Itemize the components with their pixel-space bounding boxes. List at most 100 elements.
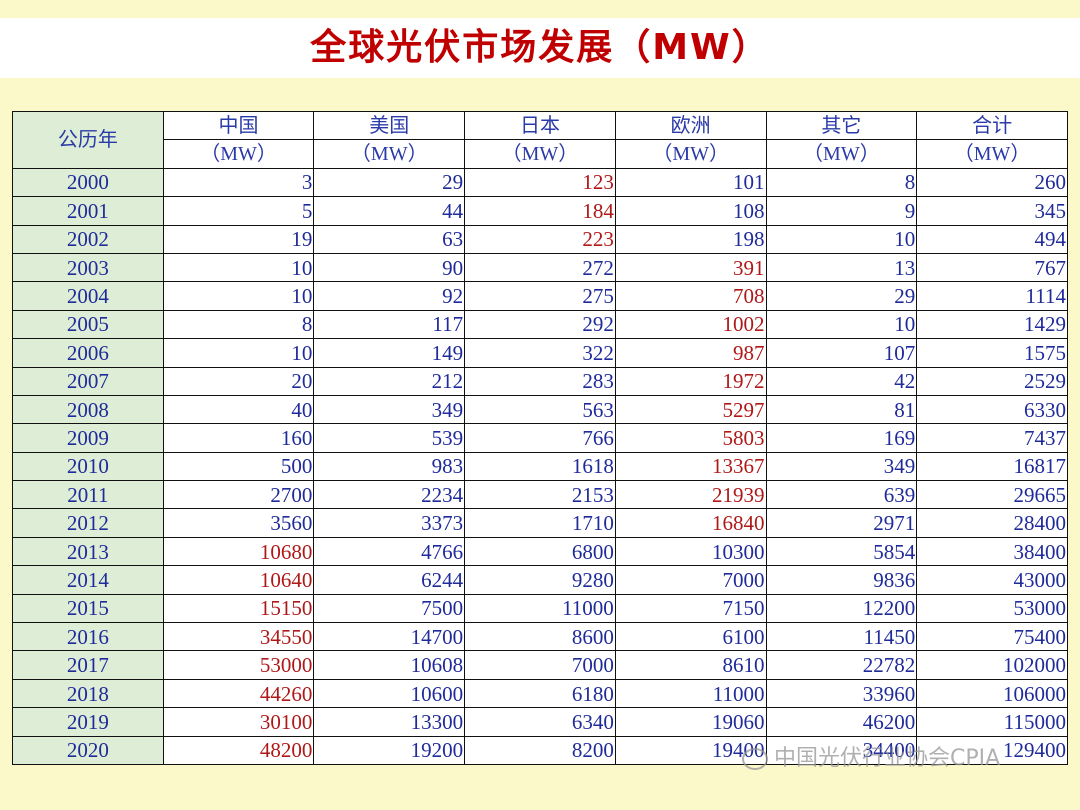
value-cell: 10608	[313, 650, 466, 680]
value-cell: 38400	[916, 536, 1068, 567]
value-cell: 1972	[614, 366, 767, 396]
value-cell: 90	[313, 252, 466, 283]
data-row: 2001 5 44 184 108 9 345	[12, 196, 1068, 226]
data-row: 2017 53000 10608 7000 8610 22782 102000	[12, 650, 1068, 680]
year-cell: 2014	[12, 565, 164, 595]
value-cell: 13367	[614, 451, 767, 482]
value-cell: 5854	[765, 536, 918, 567]
value-cell: 212	[313, 366, 466, 396]
data-row: 2004 10 92 275 708 29 1114	[12, 281, 1068, 311]
value-cell: 500	[162, 451, 315, 482]
value-cell: 12200	[765, 593, 918, 624]
value-cell: 34550	[162, 622, 315, 652]
year-cell: 2005	[12, 309, 164, 340]
value-cell: 123	[464, 167, 616, 198]
value-cell: 2529	[916, 366, 1068, 396]
value-cell: 42	[765, 366, 918, 396]
data-row: 2011 2700 2234 2153 21939 639 29665	[12, 480, 1068, 510]
value-cell: 5	[162, 196, 315, 226]
value-cell: 223	[464, 224, 616, 254]
value-cell: 16817	[916, 451, 1068, 482]
value-cell: 29665	[916, 480, 1068, 510]
value-cell: 20	[162, 366, 315, 396]
value-cell: 1002	[614, 309, 767, 340]
value-cell: 272	[464, 252, 616, 283]
value-cell: 43000	[916, 565, 1068, 595]
value-cell: 10	[162, 252, 315, 283]
value-cell: 9	[765, 196, 918, 226]
page-title: 全球光伏市场发展（MW）	[310, 27, 770, 68]
column-name: 其它	[765, 110, 918, 141]
data-row: 2010 500 983 1618 13367 349 16817	[12, 451, 1068, 482]
value-cell: 7500	[313, 593, 466, 624]
value-cell: 7150	[614, 593, 767, 624]
year-cell: 2000	[12, 167, 164, 198]
value-cell: 115000	[916, 707, 1068, 737]
data-row: 2000 3 29 123 101 8 260	[12, 167, 1068, 198]
column-unit: （MW）	[464, 139, 616, 169]
year-cell: 2017	[12, 650, 164, 680]
value-cell: 6244	[313, 565, 466, 595]
value-cell: 13	[765, 252, 918, 283]
value-cell: 6100	[614, 622, 767, 652]
year-cell: 2002	[12, 224, 164, 254]
watermark-text: 中国光伏行业协会CPIA	[774, 746, 1001, 771]
year-cell: 2004	[12, 281, 164, 311]
value-cell: 6330	[916, 394, 1068, 425]
data-row: 2013 10680 4766 6800 10300 5854 38400	[12, 536, 1068, 567]
value-cell: 44260	[162, 678, 315, 709]
value-cell: 29	[765, 281, 918, 311]
value-cell: 46200	[765, 707, 918, 737]
value-cell: 766	[464, 423, 616, 453]
data-row: 2019 30100 13300 6340 19060 46200 115000	[12, 707, 1068, 737]
value-cell: 15150	[162, 593, 315, 624]
data-row: 2007 20 212 283 1972 42 2529	[12, 366, 1068, 396]
value-cell: 10600	[313, 678, 466, 709]
value-cell: 53000	[916, 593, 1068, 624]
column-unit: （MW）	[765, 139, 918, 169]
value-cell: 8610	[614, 650, 767, 680]
value-cell: 349	[765, 451, 918, 482]
value-cell: 2153	[464, 480, 616, 510]
data-row: 2008 40 349 563 5297 81 6330	[12, 394, 1068, 425]
year-cell: 2018	[12, 678, 164, 709]
year-cell: 2013	[12, 536, 164, 567]
value-cell: 14700	[313, 622, 466, 652]
value-cell: 275	[464, 281, 616, 311]
value-cell: 53000	[162, 650, 315, 680]
value-cell: 563	[464, 394, 616, 425]
header-row: 公历年 中国 美国 日本 欧洲 其它 合计	[12, 110, 1068, 169]
value-cell: 987	[614, 338, 767, 368]
year-cell: 2012	[12, 508, 164, 538]
value-cell: 11450	[765, 622, 918, 652]
value-cell: 16840	[614, 508, 767, 538]
value-cell: 8	[765, 167, 918, 198]
column-name: 合计	[916, 110, 1068, 141]
value-cell: 2700	[162, 480, 315, 510]
year-cell: 2015	[12, 593, 164, 624]
value-cell: 10	[162, 281, 315, 311]
column-name: 美国	[313, 110, 466, 141]
value-cell: 28400	[916, 508, 1068, 538]
data-row: 2006 10 149 322 987 107 1575	[12, 338, 1068, 368]
value-cell: 63	[313, 224, 466, 254]
value-cell: 10300	[614, 536, 767, 567]
watermark: 中国光伏行业协会CPIA	[742, 742, 1000, 776]
value-cell: 21939	[614, 480, 767, 510]
value-cell: 11000	[464, 593, 616, 624]
year-cell: 2010	[12, 451, 164, 482]
value-cell: 283	[464, 366, 616, 396]
value-cell: 6800	[464, 536, 616, 567]
value-cell: 101	[614, 167, 767, 198]
value-cell: 1114	[916, 281, 1068, 311]
value-cell: 1710	[464, 508, 616, 538]
value-cell: 184	[464, 196, 616, 226]
year-cell: 2007	[12, 366, 164, 396]
value-cell: 8	[162, 309, 315, 340]
value-cell: 19400	[614, 735, 767, 765]
value-cell: 117	[313, 309, 466, 340]
value-cell: 539	[313, 423, 466, 453]
year-cell: 2019	[12, 707, 164, 737]
value-cell: 391	[614, 252, 767, 283]
value-cell: 8600	[464, 622, 616, 652]
